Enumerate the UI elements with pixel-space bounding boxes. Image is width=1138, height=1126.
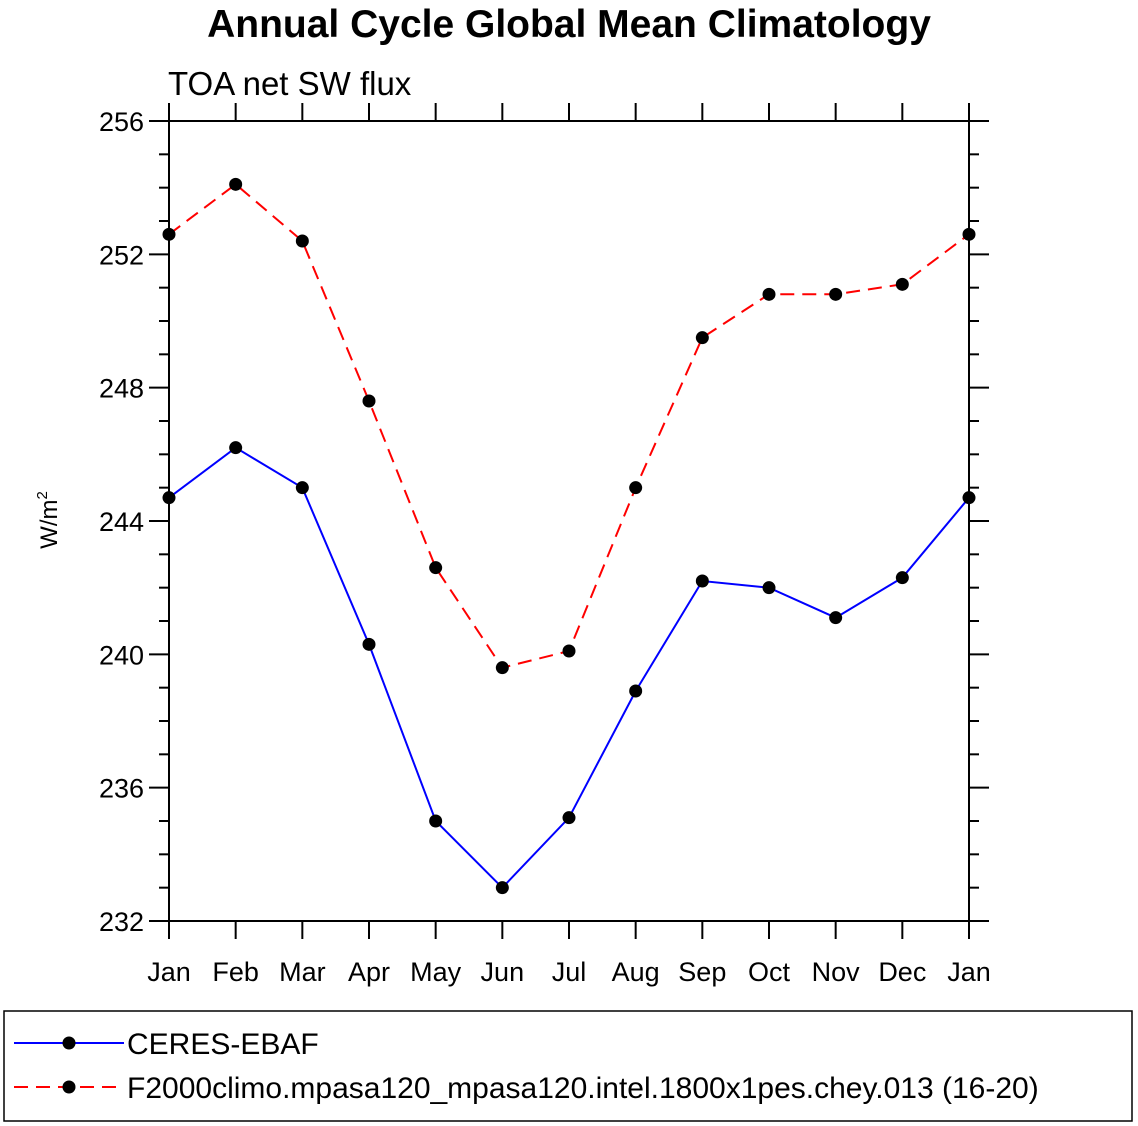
data-point-series-1 bbox=[429, 814, 443, 828]
x-tick-label: Feb bbox=[212, 957, 259, 987]
data-point-series-2 bbox=[829, 287, 843, 301]
x-axis-ticks: Jan Feb Mar Apr May Jun Jul Aug Sep Oct Nov Dec Jan bbox=[147, 103, 991, 987]
chart-subtitle: TOA net SW flux bbox=[168, 65, 412, 102]
data-point-series-1 bbox=[962, 491, 976, 505]
data-point-series-1 bbox=[629, 684, 643, 698]
x-tick-label: Sep bbox=[678, 957, 726, 987]
x-tick-label: Mar bbox=[279, 957, 326, 987]
data-point-series-1 bbox=[229, 441, 243, 455]
y-axis-label-superscript: 2 bbox=[34, 491, 51, 499]
data-point-series-2 bbox=[762, 287, 776, 301]
x-tick-label: Aug bbox=[612, 957, 660, 987]
y-axis-label-unit: W/m bbox=[36, 500, 63, 549]
y-tick-label: 244 bbox=[99, 507, 144, 537]
data-point-series-2 bbox=[629, 481, 643, 495]
x-tick-label: Oct bbox=[748, 957, 791, 987]
y-tick-label: 236 bbox=[99, 774, 144, 804]
x-tick-label: Jun bbox=[481, 957, 525, 987]
x-tick-label: Apr bbox=[348, 957, 390, 987]
data-point-series-1 bbox=[495, 881, 509, 895]
data-point-series-2 bbox=[295, 234, 309, 248]
data-point-series-2 bbox=[495, 661, 509, 675]
legend-label-2: F2000climo.mpasa120_mpasa120.intel.1800x… bbox=[127, 1072, 1039, 1105]
legend-marker-2 bbox=[62, 1080, 76, 1094]
x-tick-label: May bbox=[410, 957, 462, 987]
data-point-series-2 bbox=[429, 561, 443, 575]
legend-marker-1 bbox=[62, 1036, 76, 1050]
data-point-series-2 bbox=[362, 394, 376, 408]
x-tick-label: Nov bbox=[812, 957, 861, 987]
data-point-series-2 bbox=[229, 177, 243, 191]
data-point-series-1 bbox=[695, 574, 709, 588]
data-point-series-2 bbox=[962, 227, 976, 241]
y-tick-label: 252 bbox=[99, 240, 144, 270]
y-tick-label: 232 bbox=[99, 907, 144, 937]
data-point-series-1 bbox=[562, 811, 576, 825]
legend-label-1: CERES-EBAF bbox=[127, 1028, 319, 1061]
legend-entries: CERES-EBAF F2000climo.mpasa120_mpasa120.i… bbox=[14, 1028, 1039, 1105]
chart-title: Annual Cycle Global Mean Climatology bbox=[207, 3, 931, 46]
y-tick-label: 256 bbox=[99, 107, 144, 137]
data-point-series-2 bbox=[895, 277, 909, 291]
x-tick-label: Dec bbox=[878, 957, 926, 987]
legend-box bbox=[3, 1010, 1133, 1122]
y-axis-ticks: 232 236 240 244 248 252 256 bbox=[99, 107, 989, 937]
data-point-series-1 bbox=[762, 581, 776, 595]
data-point-series-1 bbox=[295, 481, 309, 495]
y-axis-label: W/m2 bbox=[34, 491, 63, 549]
data-point-series-1 bbox=[362, 637, 376, 651]
data-point-series-2 bbox=[562, 644, 576, 658]
data-point-series-1 bbox=[829, 611, 843, 625]
y-tick-label: 240 bbox=[99, 640, 144, 670]
data-point-series-2 bbox=[695, 331, 709, 345]
data-point-series-1 bbox=[162, 491, 176, 505]
x-tick-label: Jul bbox=[552, 957, 587, 987]
x-tick-label: Jan bbox=[147, 957, 191, 987]
data-series bbox=[162, 177, 976, 895]
x-tick-label: Jan bbox=[947, 957, 991, 987]
legend: CERES-EBAF F2000climo.mpasa120_mpasa120.i… bbox=[3, 1010, 1133, 1122]
data-point-series-2 bbox=[162, 227, 176, 241]
y-tick-label: 248 bbox=[99, 374, 144, 404]
data-point-series-1 bbox=[895, 571, 909, 585]
